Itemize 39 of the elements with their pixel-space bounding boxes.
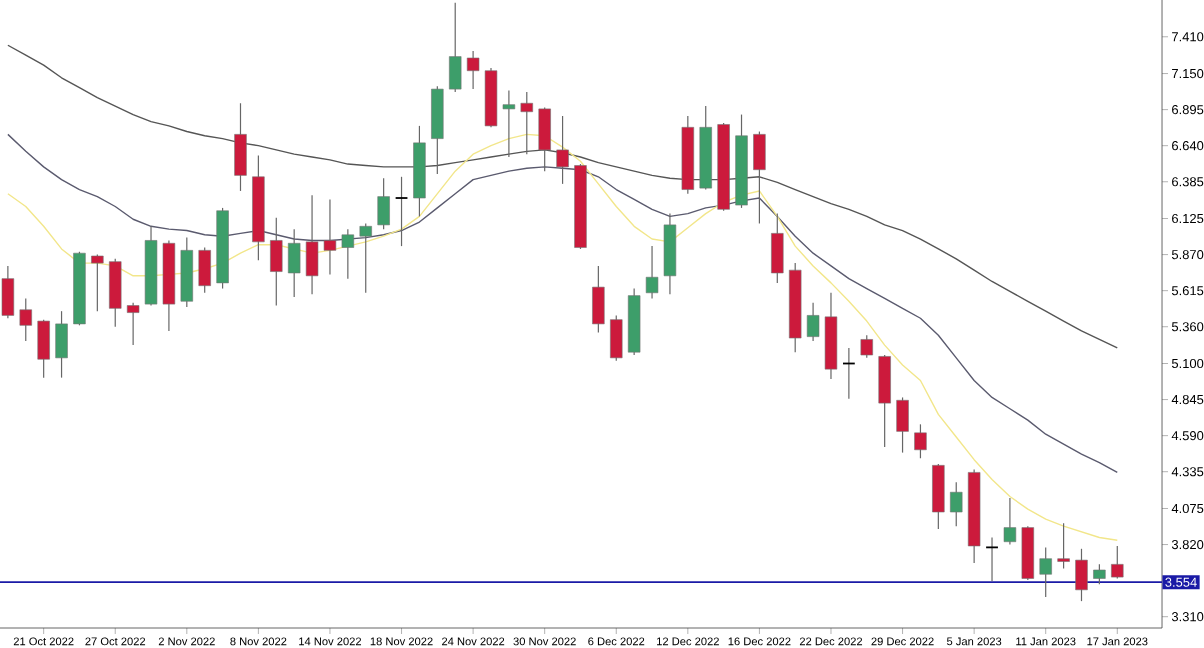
candlestick [896,396,909,454]
candlestick [19,297,32,342]
candlestick [341,228,355,280]
candlestick [592,265,605,333]
candlestick [1003,497,1017,546]
candlestick [37,319,50,379]
candlestick [1093,563,1106,585]
candlestick [377,177,390,230]
candlestick [520,91,533,155]
candlestick [1111,545,1124,580]
candlestick [126,302,140,346]
candlestick [950,481,963,527]
candlestick [502,89,516,158]
candlestick [466,50,480,90]
candlestick [878,354,891,448]
candlestick [806,302,820,342]
candlestick [270,217,283,307]
candlestick [394,176,409,247]
candlestick [860,334,873,359]
candlestick [305,194,319,295]
candlestick [359,222,372,294]
candlestick [1075,548,1088,602]
candlestick [985,536,999,582]
candlestick [1,265,15,319]
candlestick [771,212,784,284]
candlestick [1039,546,1052,598]
candlestick [198,246,211,294]
candlestick [449,2,462,93]
candlestick [323,198,337,275]
candlestick [645,245,659,300]
candlestick [914,423,927,459]
candlestick [91,253,104,312]
candlestick [287,228,301,298]
candlestick [55,310,68,379]
candlestick [234,102,247,192]
candlestick [109,258,122,328]
candlestick [932,463,945,530]
candlestick [610,314,623,362]
candlestick [1057,522,1070,570]
